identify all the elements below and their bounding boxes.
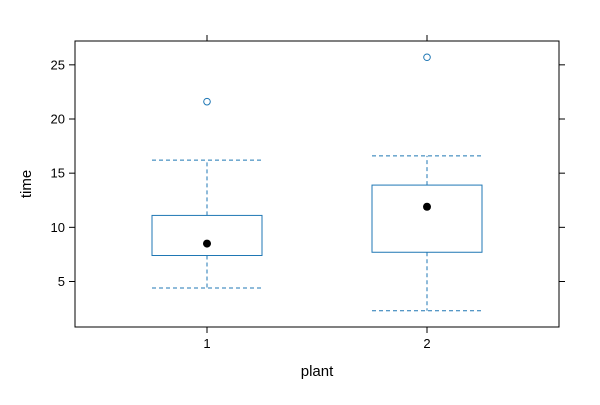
- plot-frame: [74, 40, 560, 328]
- x-axis-label: plant: [301, 363, 334, 380]
- x-tick-label: 2: [423, 336, 430, 351]
- axis-layer: 5 10 15 20 25 1 2: [51, 35, 565, 351]
- y-tick-label: 15: [51, 166, 65, 181]
- box-iqr: [371, 184, 483, 253]
- median-dot: [423, 202, 431, 211]
- y-tick-label: 5: [58, 274, 65, 289]
- plot-layer: [151, 53, 483, 312]
- box-iqr: [151, 214, 263, 257]
- y-tick-label: 20: [51, 112, 65, 127]
- outlier-point: [423, 53, 431, 62]
- y-tick-label: 10: [51, 220, 65, 235]
- y-axis-label: time: [18, 170, 35, 198]
- x-tick-label: 1: [203, 336, 210, 351]
- median-dot: [203, 239, 211, 248]
- outlier-point: [203, 97, 211, 106]
- y-tick-label: 25: [51, 57, 65, 72]
